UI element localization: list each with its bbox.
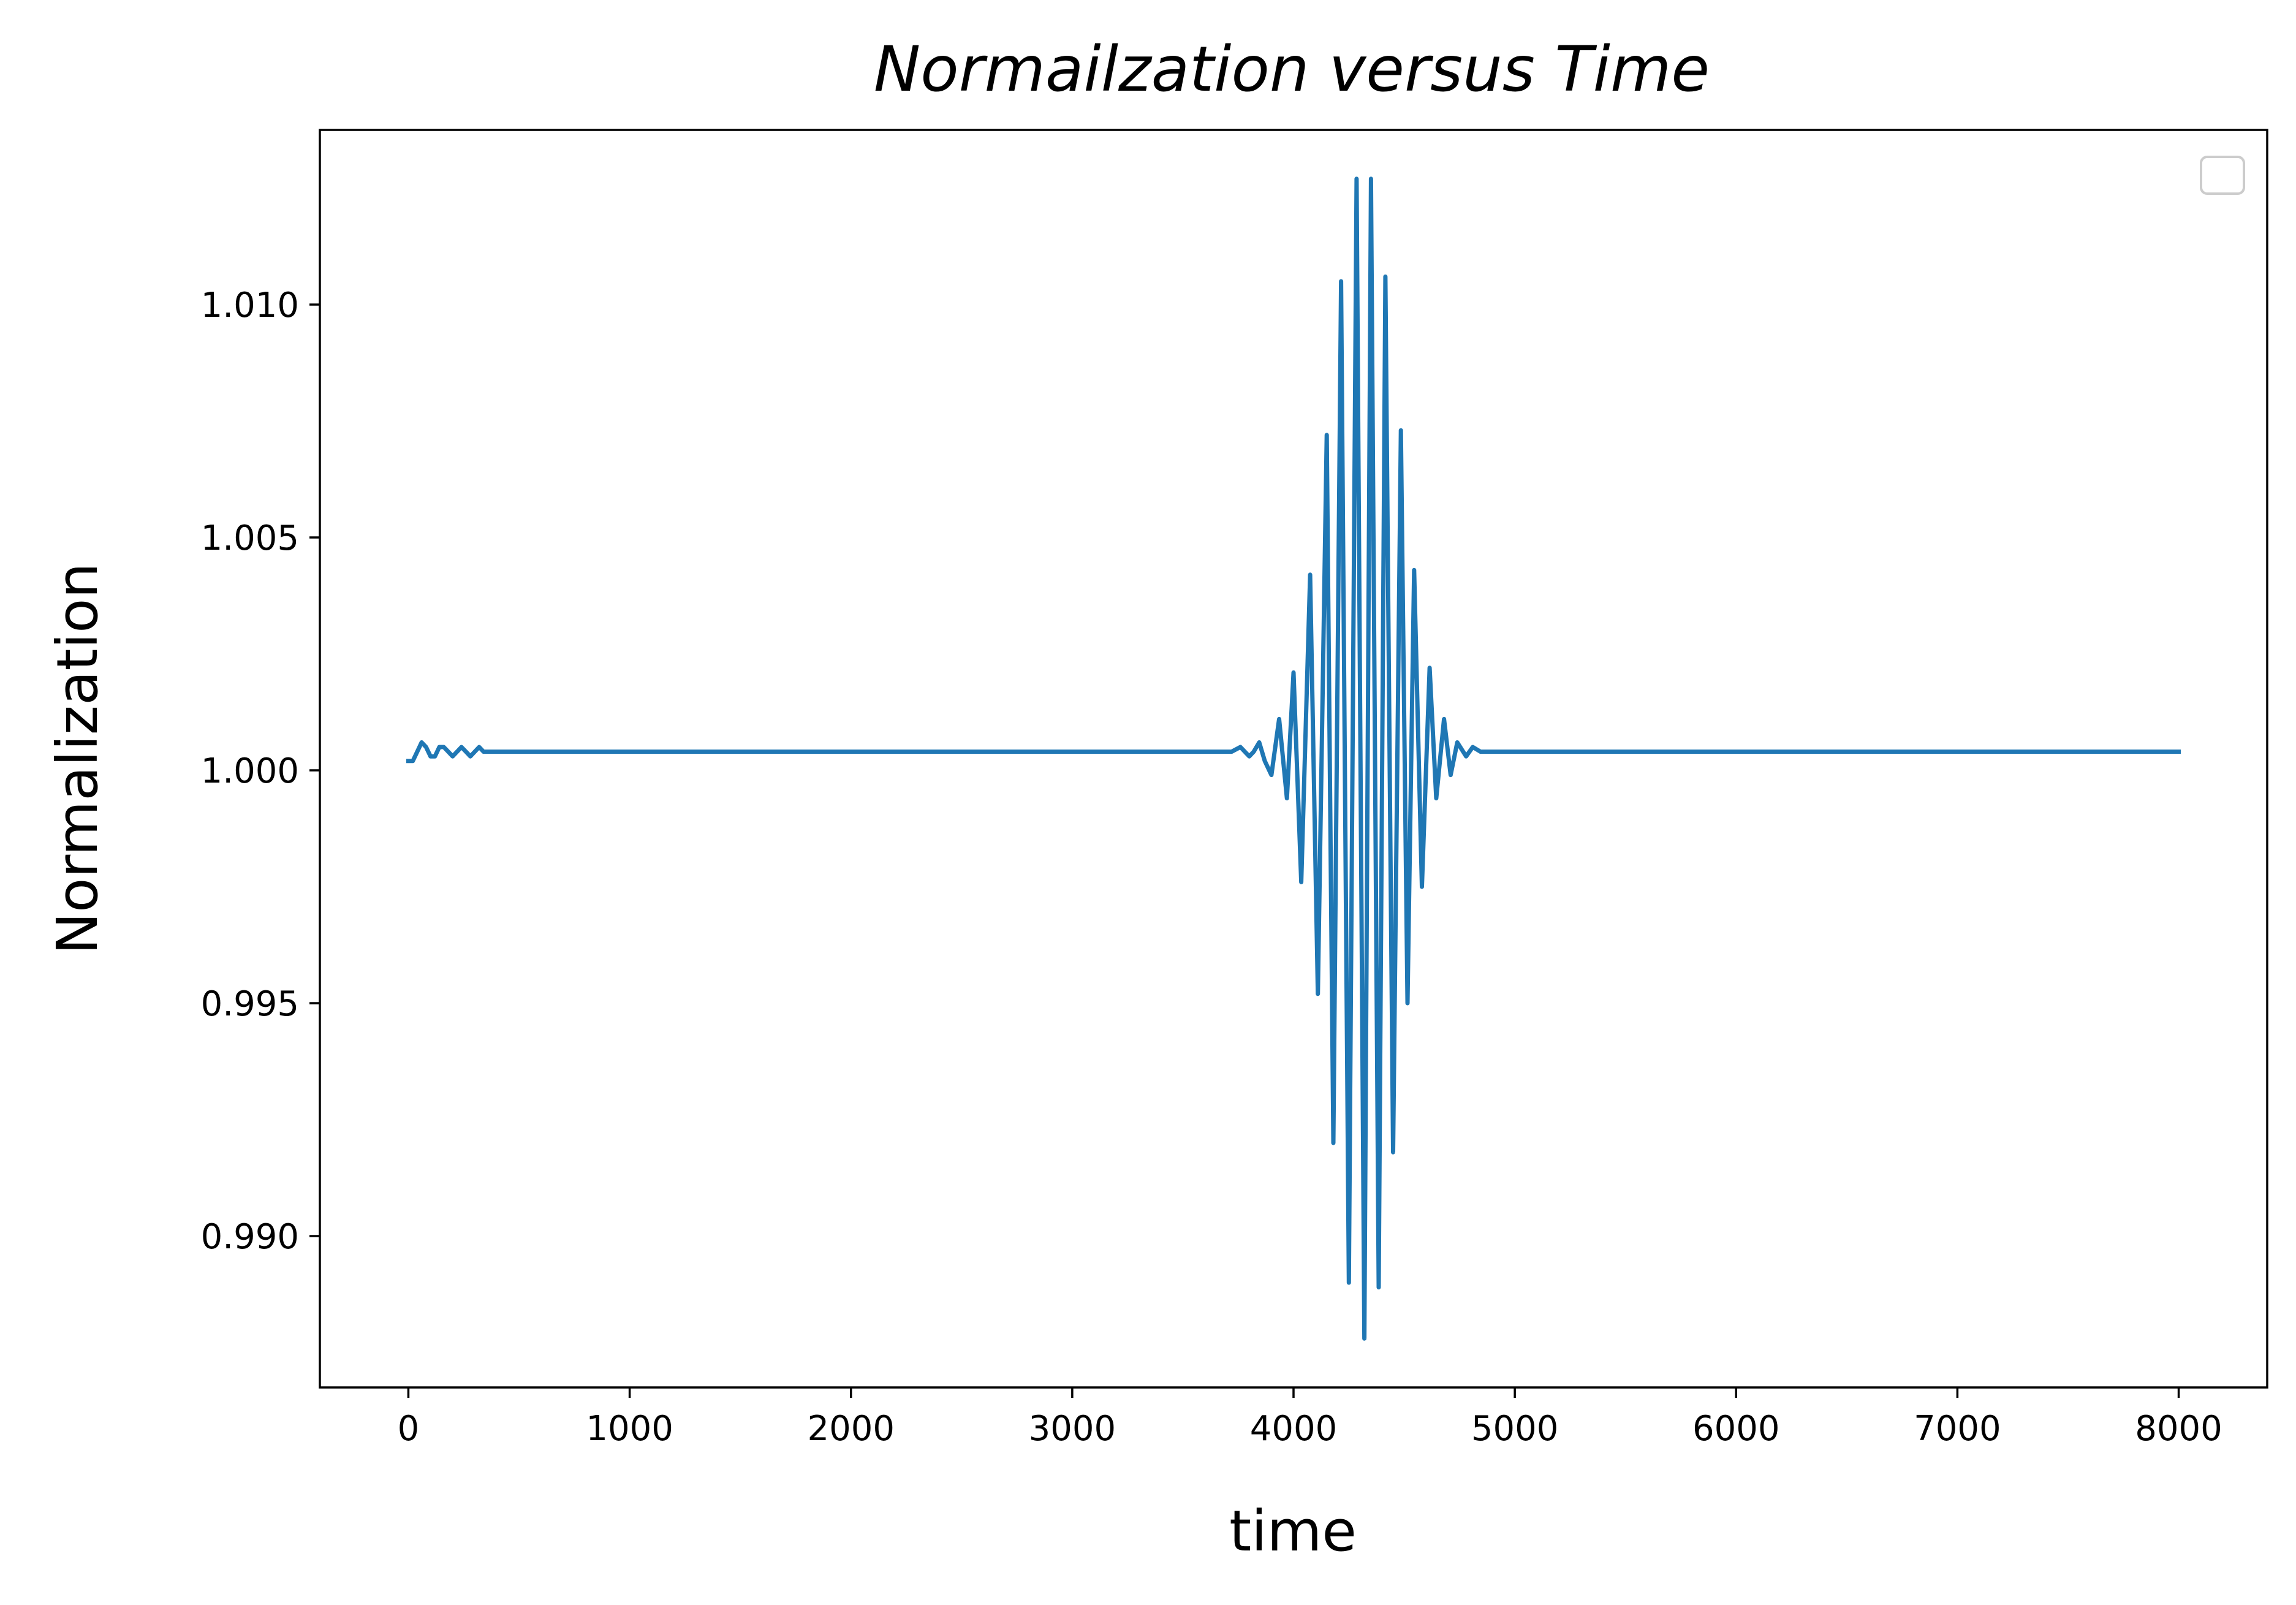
y-tick-label: 1.010 [201,286,299,325]
legend-box[interactable] [2200,156,2245,195]
x-tick-label: 8000 [2135,1409,2222,1449]
x-axis-ticks: 0 1000 2000 3000 4000 5000 6000 7000 8000 [398,1387,2222,1449]
x-tick-label: 2000 [807,1409,895,1449]
y-tick-label: 1.000 [201,751,299,791]
y-axis-ticks: 0.990 0.995 1.000 1.005 1.010 [201,286,320,1257]
x-tick-label: 0 [398,1409,420,1449]
series-line [406,176,2181,1341]
chart-title: Normailzation versus Time [874,33,1710,106]
y-tick-label: 0.990 [201,1217,299,1257]
y-tick-label: 1.005 [201,518,299,558]
y-tick-label: 0.995 [201,984,299,1024]
x-tick-label: 7000 [1914,1409,2001,1449]
y-axis-label: Normalization [45,563,110,954]
x-axis-label: time [1229,1498,1357,1564]
x-tick-label: 4000 [1250,1409,1338,1449]
x-tick-label: 5000 [1471,1409,1559,1449]
x-tick-label: 3000 [1029,1409,1116,1449]
series-layer [406,176,2181,1341]
x-tick-label: 1000 [586,1409,673,1449]
x-tick-label: 6000 [1692,1409,1780,1449]
